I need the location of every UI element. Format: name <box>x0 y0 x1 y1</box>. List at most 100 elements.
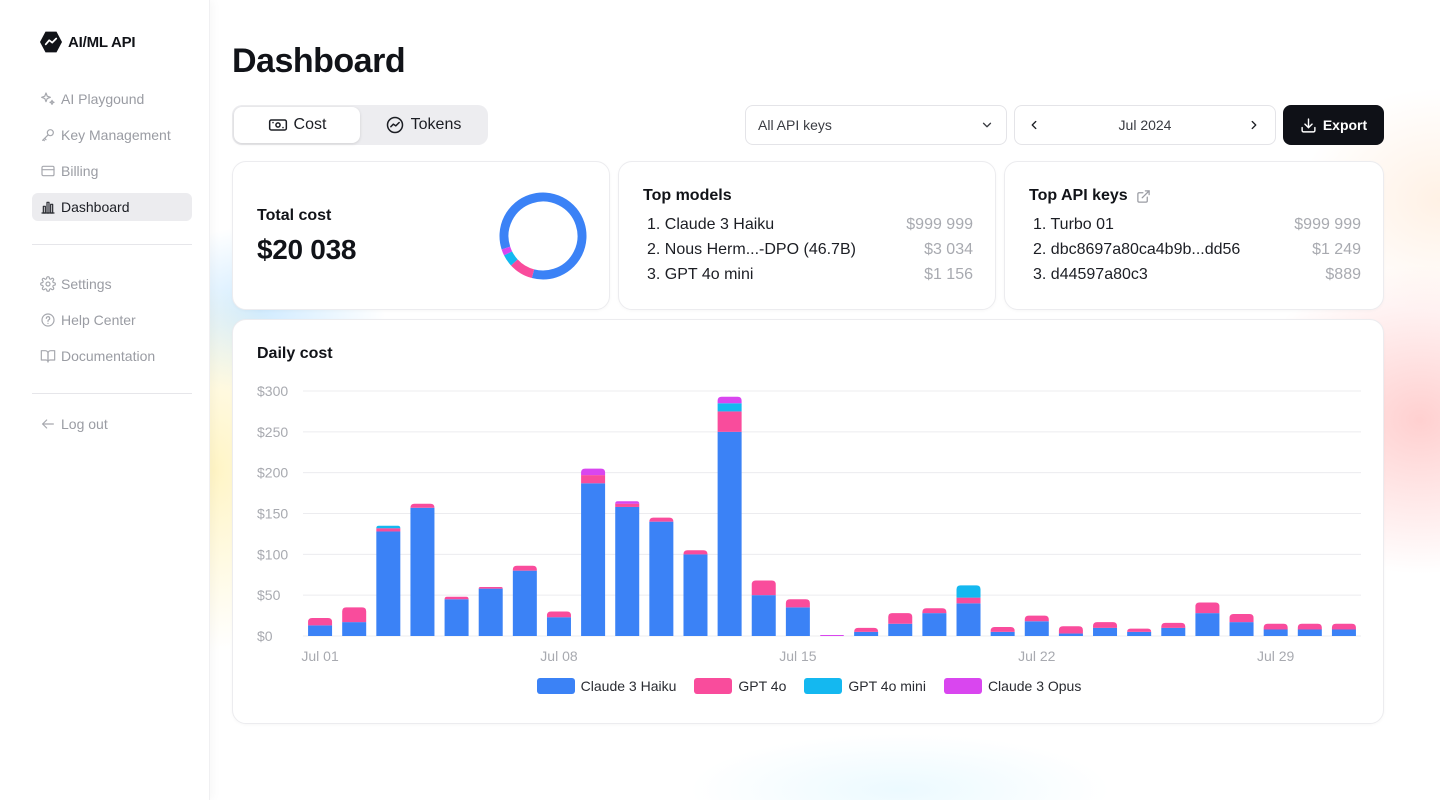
bar-segment-gpt-4o[interactable] <box>581 475 606 484</box>
bar-stack[interactable] <box>1127 628 1152 636</box>
bar-segment-gpt-4o[interactable] <box>1263 623 1288 630</box>
bar-segment-claude-3-haiku[interactable] <box>888 623 913 636</box>
bar-segment-gpt-4o-mini[interactable] <box>376 525 401 529</box>
bar-segment-claude-3-haiku[interactable] <box>956 603 981 636</box>
bar-segment-gpt-4o[interactable] <box>649 517 674 522</box>
bar-segment-gpt-4o[interactable] <box>1161 622 1186 628</box>
api-key-select[interactable]: All API keys <box>745 105 1007 145</box>
bar-segment-claude-3-haiku[interactable] <box>751 595 776 636</box>
sidebar-item-key-management[interactable]: Key Management <box>32 121 192 149</box>
bar-stack[interactable] <box>512 565 537 636</box>
bar-segment-gpt-4o[interactable] <box>683 550 708 555</box>
bar-stack[interactable] <box>649 517 674 636</box>
legend-item[interactable]: Claude 3 Haiku <box>536 678 676 694</box>
bar-segment-gpt-4o-mini[interactable] <box>717 403 742 412</box>
bar-stack[interactable] <box>1024 615 1049 636</box>
donut-segment-claude-3-haiku[interactable] <box>497 190 589 282</box>
bar-segment-claude-3-opus[interactable] <box>717 396 742 404</box>
donut-segment-claude-3-opus[interactable] <box>497 190 589 282</box>
bar-stack[interactable] <box>751 580 776 636</box>
bar-segment-claude-3-haiku[interactable] <box>581 483 606 636</box>
bar-segment-claude-3-haiku[interactable] <box>922 613 947 636</box>
bar-stack[interactable] <box>581 468 606 636</box>
bar-segment-gpt-4o[interactable] <box>922 608 947 614</box>
bar-segment-gpt-4o[interactable] <box>1297 623 1322 630</box>
bar-segment-claude-3-opus[interactable] <box>615 501 640 504</box>
legend-item[interactable]: GPT 4o mini <box>804 678 926 694</box>
bar-segment-claude-3-haiku[interactable] <box>1331 629 1356 636</box>
bar-segment-claude-3-haiku[interactable] <box>1263 629 1288 636</box>
bar-segment-gpt-4o[interactable] <box>1195 602 1220 614</box>
bar-stack[interactable] <box>615 501 640 636</box>
next-month-button[interactable] <box>1247 117 1263 133</box>
bar-stack[interactable] <box>820 635 844 636</box>
bar-segment-claude-3-haiku[interactable] <box>1195 613 1220 636</box>
legend-item[interactable]: Claude 3 Opus <box>943 678 1081 694</box>
bar-segment-gpt-4o[interactable] <box>717 411 742 432</box>
bar-segment-gpt-4o[interactable] <box>1229 613 1254 623</box>
bar-segment-gpt-4o[interactable] <box>854 627 879 632</box>
bar-segment-claude-3-haiku[interactable] <box>444 599 469 636</box>
bar-segment-gpt-4o[interactable] <box>546 611 571 618</box>
bar-segment-claude-3-haiku[interactable] <box>512 570 537 636</box>
bar-stack[interactable] <box>410 503 435 636</box>
bar-segment-claude-3-haiku[interactable] <box>1058 633 1083 636</box>
bar-segment-claude-3-opus[interactable] <box>581 468 606 476</box>
bar-segment-gpt-4o[interactable] <box>1331 623 1356 630</box>
bar-segment-gpt-4o[interactable] <box>1127 628 1152 632</box>
bar-segment-claude-3-haiku[interactable] <box>717 431 742 636</box>
bar-segment-gpt-4o[interactable] <box>410 503 435 508</box>
list-item[interactable]: 2. dbc8697a80ca4b9b...dd56 $1 249 <box>1033 241 1361 266</box>
external-link-icon[interactable] <box>1136 189 1151 204</box>
bar-stack[interactable] <box>376 525 401 636</box>
bar-stack[interactable] <box>888 613 913 636</box>
bar-stack[interactable] <box>1058 626 1083 636</box>
bar-segment-claude-3-haiku[interactable] <box>1127 631 1152 636</box>
bar-segment-claude-3-haiku[interactable] <box>1229 622 1254 636</box>
donut-segment-gpt-4o-mini[interactable] <box>497 190 589 282</box>
bar-segment-claude-3-haiku[interactable] <box>410 507 435 636</box>
bar-segment-claude-3-haiku[interactable] <box>649 521 674 636</box>
bar-segment-claude-3-haiku[interactable] <box>376 531 401 636</box>
list-item[interactable]: 1. Turbo 01 $999 999 <box>1033 216 1361 241</box>
bar-segment-gpt-4o[interactable] <box>785 599 810 608</box>
bar-stack[interactable] <box>1093 622 1118 636</box>
bar-stack[interactable] <box>546 611 571 637</box>
bar-stack[interactable] <box>956 585 981 636</box>
bar-stack[interactable] <box>1297 623 1322 636</box>
bar-segment-gpt-4o[interactable] <box>1093 622 1118 628</box>
bar-stack[interactable] <box>308 618 333 636</box>
bar-segment-claude-3-haiku[interactable] <box>1024 621 1049 636</box>
sidebar-item-dashboard[interactable]: Dashboard <box>32 193 192 221</box>
bar-segment-claude-3-opus[interactable] <box>820 635 844 636</box>
bar-segment-gpt-4o[interactable] <box>1058 626 1083 634</box>
logout-button[interactable]: Log out <box>32 410 192 438</box>
bar-stack[interactable] <box>478 587 503 636</box>
toggle-tokens-button[interactable]: Tokens <box>360 107 486 143</box>
bar-segment-gpt-4o[interactable] <box>1024 615 1049 622</box>
bar-segment-claude-3-haiku[interactable] <box>546 617 571 636</box>
bar-segment-gpt-4o[interactable] <box>751 580 776 596</box>
bar-segment-gpt-4o-mini[interactable] <box>956 585 981 598</box>
bar-stack[interactable] <box>1161 622 1186 636</box>
bar-stack[interactable] <box>990 627 1015 636</box>
app-logo[interactable]: AI/ML API <box>40 31 136 53</box>
bar-stack[interactable] <box>717 396 742 636</box>
sidebar-item-settings[interactable]: Settings <box>32 270 192 298</box>
bar-segment-claude-3-haiku[interactable] <box>990 631 1015 636</box>
legend-item[interactable]: GPT 4o <box>694 678 786 694</box>
bar-segment-claude-3-haiku[interactable] <box>854 631 879 636</box>
bar-segment-claude-3-haiku[interactable] <box>1161 627 1186 636</box>
sidebar-item-billing[interactable]: Billing <box>32 157 192 185</box>
bar-stack[interactable] <box>854 627 879 636</box>
bar-segment-claude-3-haiku[interactable] <box>683 554 708 636</box>
bar-stack[interactable] <box>1195 602 1220 636</box>
bar-stack[interactable] <box>444 596 469 636</box>
bar-stack[interactable] <box>683 550 708 636</box>
toggle-cost-button[interactable]: Cost <box>234 107 360 143</box>
bar-segment-gpt-4o[interactable] <box>990 627 1015 632</box>
bar-segment-gpt-4o[interactable] <box>376 528 401 532</box>
list-item[interactable]: 1. Claude 3 Haiku $999 999 <box>647 216 973 241</box>
bar-segment-claude-3-haiku[interactable] <box>615 506 640 636</box>
bar-segment-claude-3-haiku[interactable] <box>1297 629 1322 636</box>
